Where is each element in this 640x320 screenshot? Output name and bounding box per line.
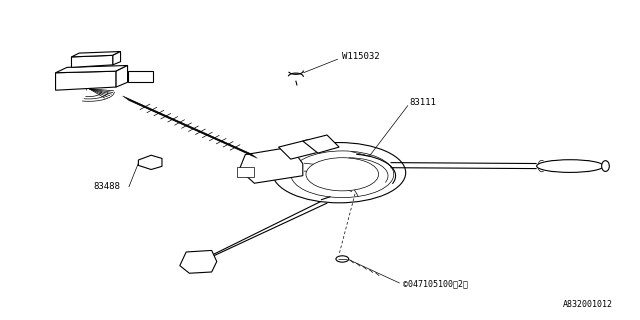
Polygon shape: [278, 140, 321, 159]
Text: 83488: 83488: [94, 182, 121, 191]
Polygon shape: [72, 52, 120, 57]
Polygon shape: [239, 147, 303, 183]
Ellipse shape: [537, 160, 604, 172]
Bar: [127, 71, 153, 82]
Polygon shape: [116, 66, 127, 87]
Ellipse shape: [602, 161, 609, 172]
Text: ©047105100（2）: ©047105100（2）: [403, 280, 468, 289]
Polygon shape: [303, 135, 339, 153]
Polygon shape: [113, 52, 120, 65]
Ellipse shape: [291, 151, 394, 198]
Polygon shape: [72, 55, 113, 68]
Polygon shape: [56, 71, 116, 90]
Text: W115032: W115032: [342, 52, 380, 61]
Polygon shape: [138, 155, 162, 170]
Text: A832001012: A832001012: [563, 300, 613, 309]
Ellipse shape: [273, 142, 406, 203]
Ellipse shape: [306, 158, 379, 191]
Polygon shape: [56, 66, 127, 73]
Circle shape: [336, 256, 349, 262]
Text: 83111: 83111: [409, 99, 436, 108]
Polygon shape: [180, 251, 217, 273]
Bar: [237, 167, 254, 177]
